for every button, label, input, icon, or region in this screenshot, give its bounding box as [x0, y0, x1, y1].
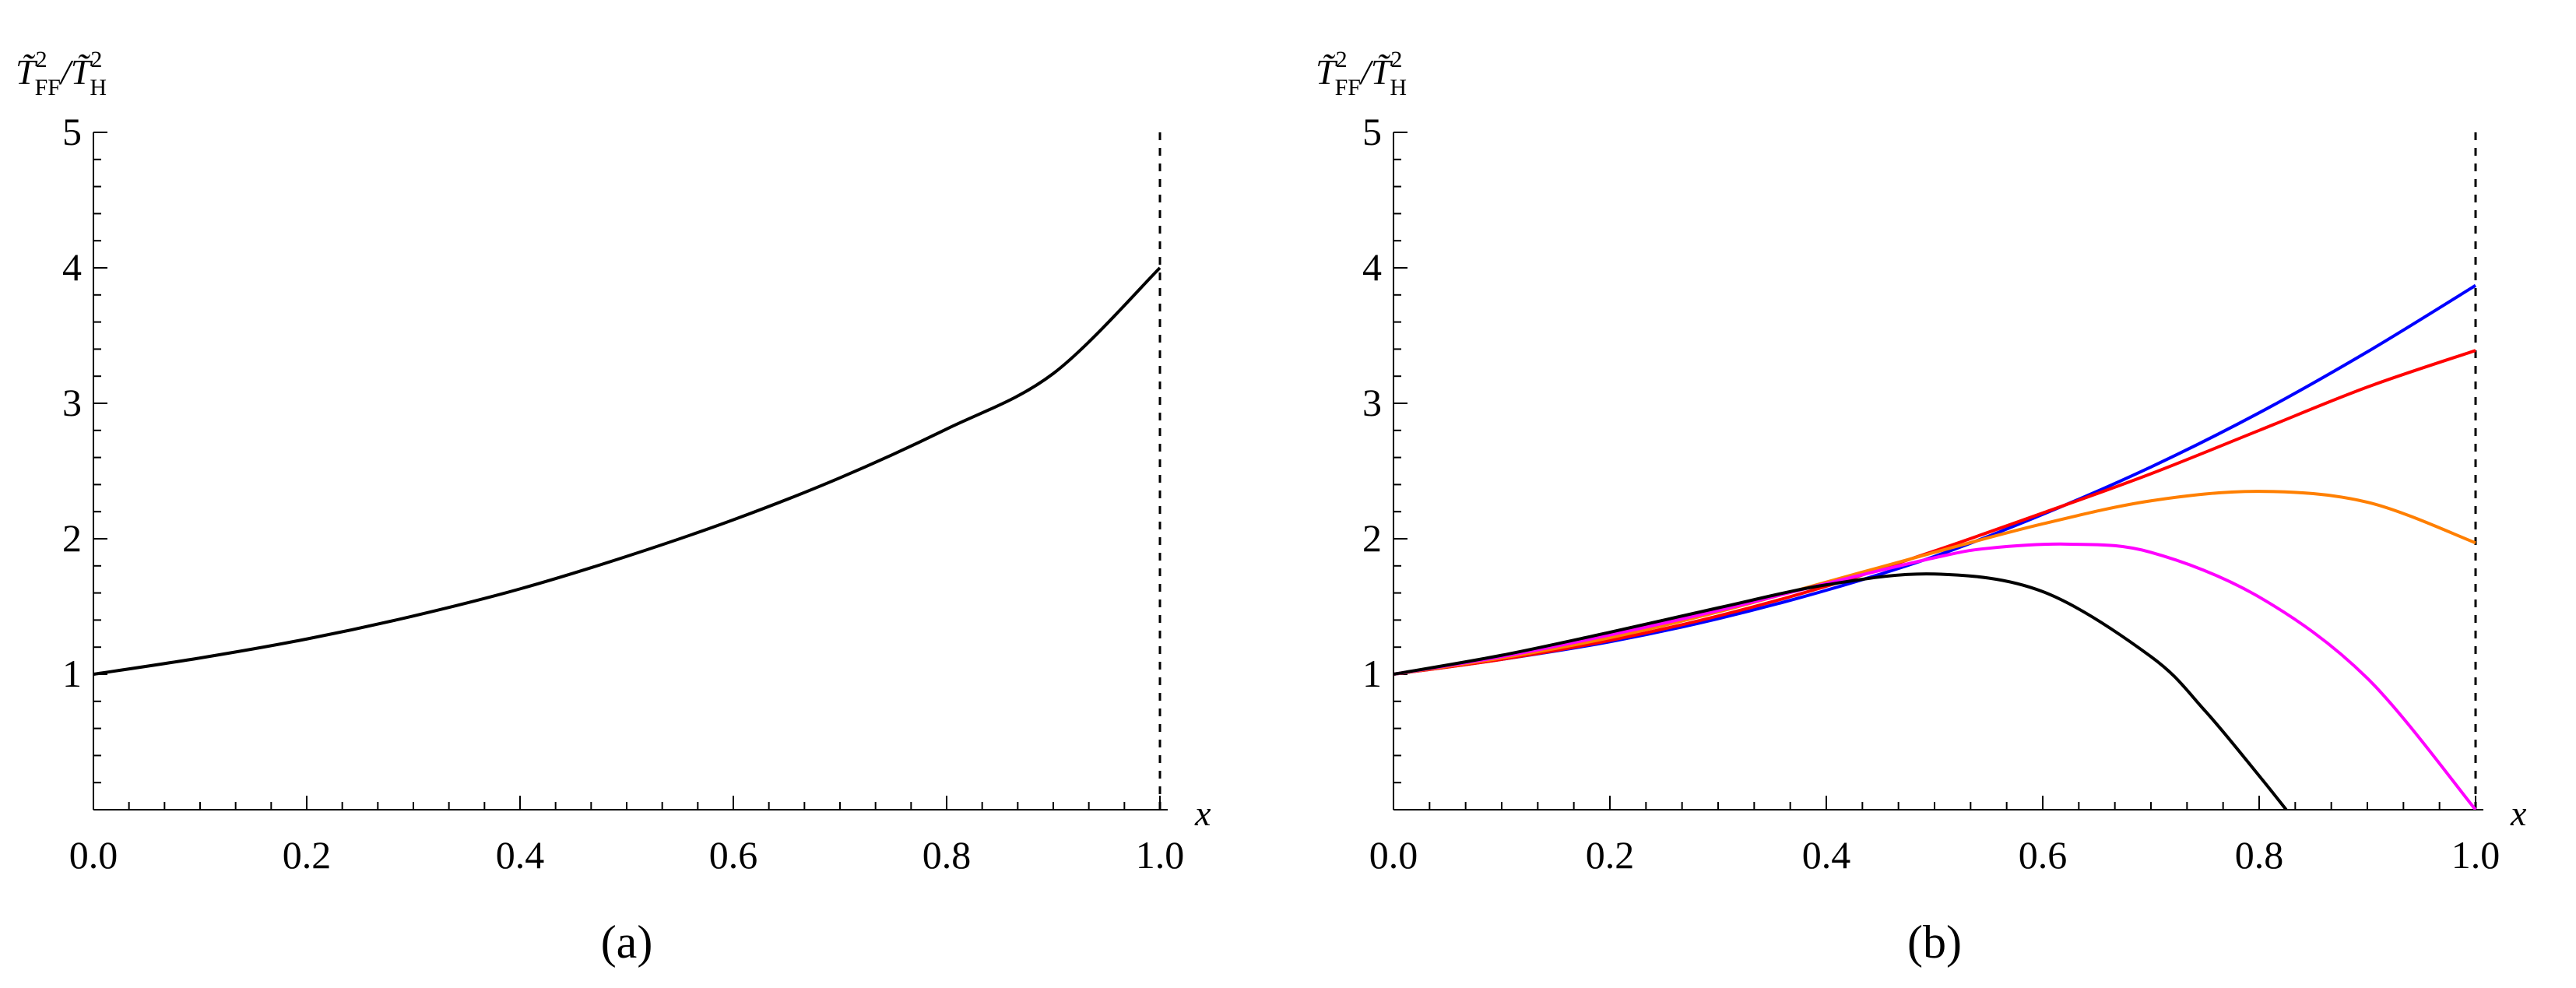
y-axis-title-t1: T̃	[16, 52, 38, 92]
y-tick-label: 5	[62, 110, 82, 153]
y-axis-title-sub1: FF	[1335, 75, 1361, 100]
y-axis-title: T̃2 FF/T̃2 H	[1316, 47, 1407, 100]
y-axis-title: T̃2 FF/T̃2 H	[16, 47, 107, 100]
y-axis-title-sub1: FF	[35, 75, 61, 100]
x-tick-label: 0.2	[283, 833, 332, 877]
panel-caption: (a)	[601, 916, 653, 968]
y-tick-label: 5	[1362, 110, 1382, 153]
y-axis-title-sup2: 2	[90, 47, 102, 72]
y-axis-title-sub2: H	[90, 75, 107, 100]
series-line-0	[1393, 283, 2477, 676]
y-axis-title-slash: /	[58, 52, 74, 92]
series-line-1	[1393, 349, 2476, 676]
y-axis-title-sup1: 2	[1336, 47, 1348, 72]
panel-caption: (b)	[1907, 916, 1962, 968]
series-line-3	[1393, 542, 2477, 810]
series-line-0	[93, 266, 1161, 676]
y-axis-title-t1: T̃	[1316, 52, 1338, 92]
x-tick-label: 0.2	[1586, 833, 1635, 877]
series-line-2	[1393, 490, 2476, 676]
y-axis-title-t2: T̃	[71, 52, 93, 92]
y-tick-label: 2	[1362, 516, 1382, 560]
x-tick-label: 0.0	[1369, 833, 1418, 877]
x-tick-label: 0.4	[1802, 833, 1851, 877]
x-tick-label: 1.0	[2451, 833, 2500, 877]
series-line-4	[1393, 572, 2288, 810]
y-tick-label: 2	[62, 516, 82, 560]
y-axis-title-t2: T̃	[1371, 52, 1393, 92]
x-axis-title: x	[1194, 793, 1211, 833]
x-tick-label: 0.0	[69, 833, 118, 877]
y-axis-title-sup2: 2	[1390, 47, 1402, 72]
y-tick-label: 1	[1362, 652, 1382, 695]
y-tick-label: 4	[1362, 245, 1382, 289]
y-tick-label: 3	[62, 381, 82, 424]
y-tick-label: 3	[1362, 381, 1382, 424]
x-tick-label: 0.6	[2019, 833, 2068, 877]
y-tick-label: 1	[62, 652, 82, 695]
x-tick-label: 0.4	[496, 833, 545, 877]
x-axis-title: x	[2510, 793, 2527, 833]
y-tick-label: 4	[62, 245, 82, 289]
y-axis-title-sub2: H	[1390, 75, 1407, 100]
x-tick-label: 0.8	[2235, 833, 2284, 877]
x-tick-label: 0.8	[923, 833, 972, 877]
y-axis-title-slash: /	[1358, 52, 1374, 92]
x-tick-label: 0.6	[709, 833, 758, 877]
y-axis-title-sup1: 2	[36, 47, 47, 72]
x-tick-label: 1.0	[1136, 833, 1185, 877]
